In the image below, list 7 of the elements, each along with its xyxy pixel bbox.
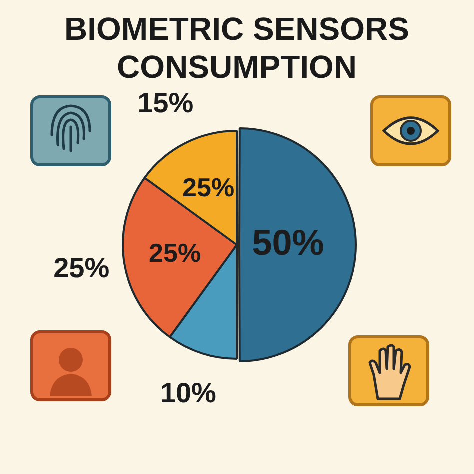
data-label: 15% [138,88,194,119]
text: 25% [149,238,202,268]
text: 25% [182,172,235,202]
data-label: 10% [160,377,217,408]
data-label: 25% [54,252,110,284]
data-label: 50% [252,222,324,263]
chart-title: BIOMETRIC SENSORS CONSUMPTION [64,10,410,86]
